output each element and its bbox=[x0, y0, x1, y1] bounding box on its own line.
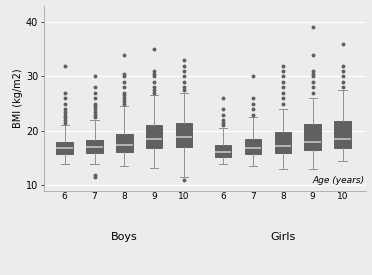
PathPatch shape bbox=[245, 139, 261, 154]
Text: Age (years): Age (years) bbox=[313, 176, 365, 185]
PathPatch shape bbox=[215, 145, 231, 156]
PathPatch shape bbox=[146, 125, 163, 148]
Y-axis label: BMI (kg/m2): BMI (kg/m2) bbox=[13, 68, 23, 128]
Text: Boys: Boys bbox=[111, 232, 138, 242]
PathPatch shape bbox=[116, 134, 132, 152]
PathPatch shape bbox=[57, 142, 73, 154]
PathPatch shape bbox=[334, 121, 351, 148]
PathPatch shape bbox=[176, 123, 192, 147]
PathPatch shape bbox=[86, 140, 103, 153]
PathPatch shape bbox=[275, 132, 291, 153]
Text: Girls: Girls bbox=[270, 232, 295, 242]
PathPatch shape bbox=[304, 124, 321, 150]
